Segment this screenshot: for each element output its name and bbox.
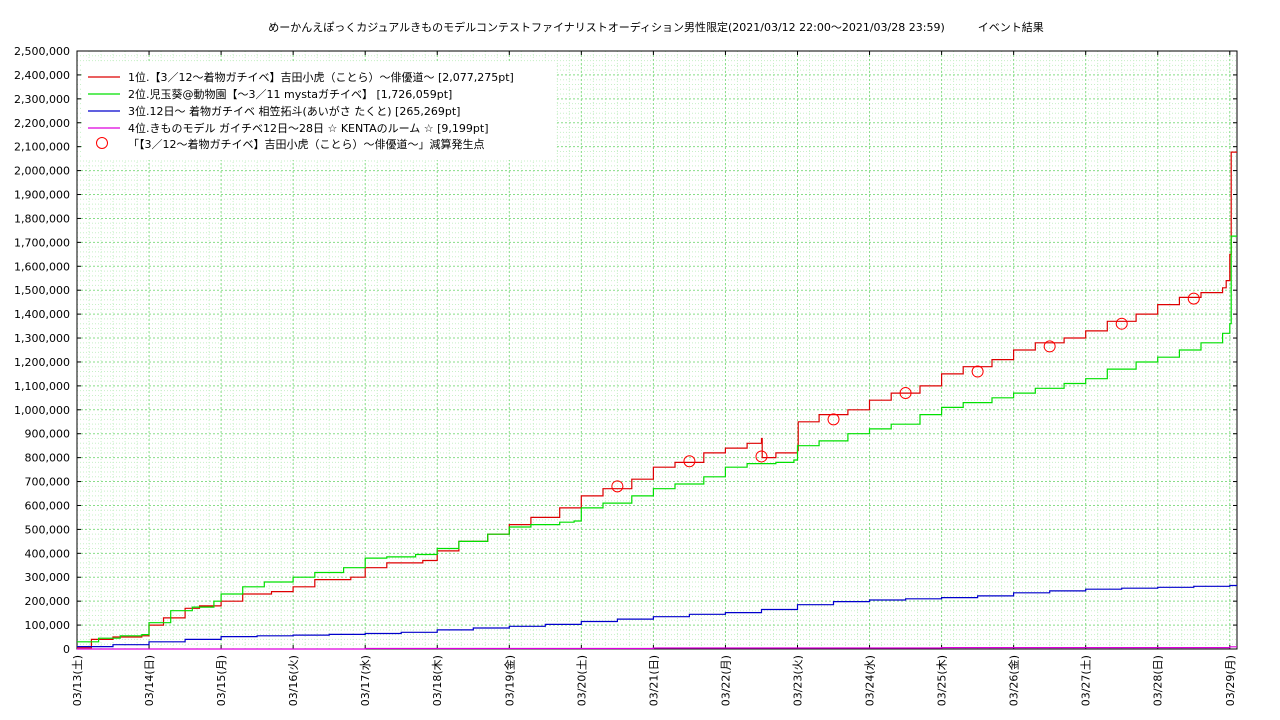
y-tick-label: 700,000 (25, 476, 71, 489)
y-tick-label: 1,900,000 (14, 189, 70, 202)
y-tick-label: 300,000 (25, 571, 71, 584)
grid (76, 50, 1237, 650)
y-tick-label: 1,100,000 (14, 380, 70, 393)
series-layer (77, 151, 1237, 650)
x-tick-label: 03/26(金) (1007, 655, 1021, 706)
series-line-1 (77, 151, 1237, 649)
y-tick-label: 1,400,000 (14, 308, 70, 321)
x-tick-label: 03/17(水) (359, 655, 372, 706)
y-tick-label: 0 (63, 643, 70, 656)
y-tick-label: 1,500,000 (14, 284, 70, 297)
x-tick-label: 03/13(土) (71, 655, 84, 706)
y-tick-label: 900,000 (25, 428, 71, 441)
y-tick-label: 1,600,000 (14, 260, 70, 273)
y-tick-label: 2,000,000 (14, 165, 70, 178)
x-tick-label: 03/29(月) (1224, 655, 1237, 706)
marker-layer (611, 292, 1200, 493)
x-tick-label: 03/15(月) (215, 655, 228, 706)
x-tick-label: 03/25(木) (936, 655, 949, 706)
y-tick-label: 2,200,000 (14, 117, 70, 130)
decrease-marker (611, 480, 624, 493)
series-line-3 (77, 584, 1237, 648)
y-tick-label: 2,300,000 (14, 93, 70, 106)
x-tick-label: 03/14(日) (143, 655, 156, 706)
y-tick-label: 1,300,000 (14, 332, 70, 345)
decrease-marker (899, 387, 912, 400)
decrease-marker (755, 450, 768, 463)
y-tick-label: 1,700,000 (14, 236, 70, 249)
decrease-marker (1043, 340, 1056, 353)
legend-label: 「【3／12〜着物ガチイベ】吉田小虎（ことら）〜俳優道〜」減算発生点 (128, 137, 485, 151)
decrease-marker (971, 365, 984, 378)
x-tick-label: 03/19(金) (502, 655, 516, 706)
y-tick-label: 500,000 (25, 523, 71, 536)
y-tick-label: 1,800,000 (14, 212, 70, 225)
legend: 1位.【3／12〜着物ガチイベ】吉田小虎（ことら）〜俳優道〜 [2,077,27… (82, 62, 556, 160)
x-tick-label: 03/27(土) (1080, 655, 1093, 706)
chart-title: めーかんえぽっくカジュアルきものモデルコンテストファイナリストオーディション男性… (268, 20, 1043, 34)
x-tick-label: 03/22(月) (719, 655, 732, 706)
y-tick-label: 800,000 (25, 452, 71, 465)
decrease-marker (683, 455, 696, 468)
y-tick-label: 200,000 (25, 595, 71, 608)
x-tick-label: 03/18(木) (431, 655, 444, 706)
legend-label: 4位.きものモデル ガイチベ12日〜28日 ☆ KENTAのルーム ☆ [9,1… (128, 121, 489, 135)
series-line-2 (77, 235, 1237, 643)
legend-marker-swatch (96, 137, 108, 149)
x-tick-label: 03/28(日) (1152, 655, 1165, 706)
legend-label: 1位.【3／12〜着物ガチイベ】吉田小虎（ことら）〜俳優道〜 [2,077,27… (128, 70, 514, 84)
legend-label: 3位.12日〜 着物ガチイベ 相笠拓斗(あいがさ たくと) [265,269pt… (128, 104, 460, 118)
series-line-4 (77, 646, 1237, 650)
axes: 0 100,000 200,000 300,000 400,000 500,000 600,… (14, 45, 1238, 706)
decrease-marker (827, 413, 840, 426)
y-tick-label: 2,400,000 (14, 69, 70, 82)
x-tick-label: 03/16(火) (287, 655, 300, 706)
y-tick-label: 2,100,000 (14, 141, 70, 154)
legend-label: 2位.児玉葵@動物園【〜3／11 mystaガチイベ】 [1,726,059pt… (128, 87, 452, 101)
decrease-marker (1115, 317, 1128, 330)
decrease-marker (1187, 292, 1200, 305)
y-tick-label: 1,200,000 (14, 356, 70, 369)
y-tick-label: 100,000 (25, 619, 71, 632)
x-tick-label: 03/20(土) (575, 655, 588, 706)
y-tick-label: 1,000,000 (14, 404, 70, 417)
x-tick-label: 03/23(火) (791, 655, 804, 706)
y-tick-label: 400,000 (25, 547, 71, 560)
y-tick-label: 600,000 (25, 499, 71, 512)
y-tick-label: 2,500,000 (14, 45, 70, 58)
plot-frame (76, 50, 1238, 650)
legend-box (82, 62, 556, 160)
x-tick-label: 03/24(水) (864, 655, 877, 706)
x-tick-label: 03/21(日) (647, 655, 660, 706)
